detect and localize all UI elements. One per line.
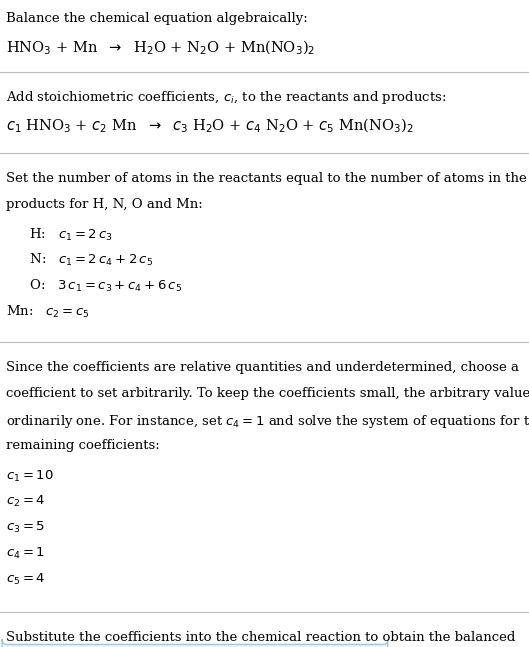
Text: Since the coefficients are relative quantities and underdetermined, choose a: Since the coefficients are relative quan… bbox=[6, 361, 519, 374]
Text: ordinarily one. For instance, set $c_4 = 1$ and solve the system of equations fo: ordinarily one. For instance, set $c_4 =… bbox=[6, 413, 529, 430]
Text: Substitute the coefficients into the chemical reaction to obtain the balanced: Substitute the coefficients into the che… bbox=[6, 631, 516, 644]
FancyBboxPatch shape bbox=[2, 639, 388, 647]
Text: remaining coefficients:: remaining coefficients: bbox=[6, 439, 160, 452]
Text: $c_4 = 1$: $c_4 = 1$ bbox=[6, 546, 45, 561]
Text: Mn:   $c_2 = c_5$: Mn: $c_2 = c_5$ bbox=[6, 304, 89, 320]
Text: Add stoichiometric coefficients, $c_i$, to the reactants and products:: Add stoichiometric coefficients, $c_i$, … bbox=[6, 89, 446, 106]
Text: O:   $3\,c_1 = c_3 + c_4 + 6\,c_5$: O: $3\,c_1 = c_3 + c_4 + 6\,c_5$ bbox=[21, 278, 183, 294]
Text: $c_3 = 5$: $c_3 = 5$ bbox=[6, 520, 45, 535]
Text: coefficient to set arbitrarily. To keep the coefficients small, the arbitrary va: coefficient to set arbitrarily. To keep … bbox=[6, 387, 529, 400]
Text: $c_2 = 4$: $c_2 = 4$ bbox=[6, 494, 46, 509]
Text: HNO$_3$ + Mn  $\rightarrow$  H$_2$O + N$_2$O + Mn(NO$_3$)$_2$: HNO$_3$ + Mn $\rightarrow$ H$_2$O + N$_2… bbox=[6, 39, 316, 57]
Text: H:   $c_1 = 2\,c_3$: H: $c_1 = 2\,c_3$ bbox=[21, 226, 113, 243]
Text: N:   $c_1 = 2\,c_4 + 2\,c_5$: N: $c_1 = 2\,c_4 + 2\,c_5$ bbox=[21, 252, 153, 269]
Text: products for H, N, O and Mn:: products for H, N, O and Mn: bbox=[6, 198, 203, 211]
Text: $c_1$ HNO$_3$ + $c_2$ Mn  $\rightarrow$  $c_3$ H$_2$O + $c_4$ N$_2$O + $c_5$ Mn(: $c_1$ HNO$_3$ + $c_2$ Mn $\rightarrow$ $… bbox=[6, 116, 414, 135]
Text: $c_5 = 4$: $c_5 = 4$ bbox=[6, 572, 46, 587]
Text: $c_1 = 10$: $c_1 = 10$ bbox=[6, 468, 54, 483]
Text: Balance the chemical equation algebraically:: Balance the chemical equation algebraica… bbox=[6, 12, 308, 25]
Text: Set the number of atoms in the reactants equal to the number of atoms in the: Set the number of atoms in the reactants… bbox=[6, 172, 527, 185]
